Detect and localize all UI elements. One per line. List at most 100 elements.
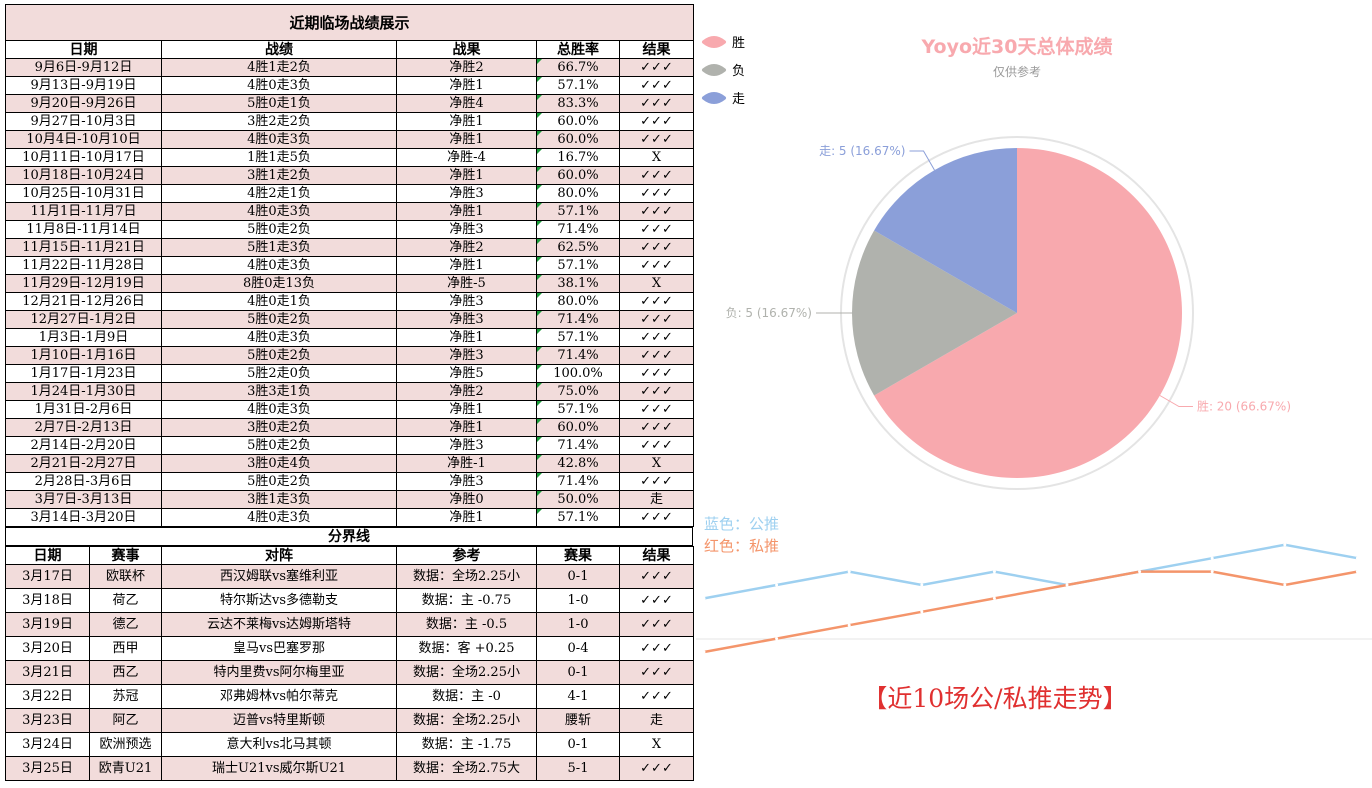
cell-result: ✓✓✓ xyxy=(619,400,694,419)
weekly-records-table: 近期临场战绩展示 日期 战绩 战果 总胜率 结果 9月6日-9月12日 4胜1走2… xyxy=(5,4,694,527)
cell-date: 11月8日-11月14日 xyxy=(5,220,162,239)
col-header-result: 结果 xyxy=(619,40,694,59)
legend-item-push[interactable]: 走 xyxy=(702,92,745,107)
cell-match: 瑞士U21vs威尔斯U21 xyxy=(161,756,397,781)
table-row: 3月18日 荷乙 特尔斯达vs多德勒支 数据：主 -0.75 1-0 ✓✓✓ xyxy=(5,588,694,613)
line-legend-public: 蓝色：公推 xyxy=(704,515,779,533)
table-row: 10月11日-10月17日 1胜1走5负 净胜-4 16.7% X xyxy=(5,148,694,167)
cell-score: 1-0 xyxy=(536,588,620,613)
cell-date: 3月21日 xyxy=(5,660,90,685)
cell-date: 1月24日-1月30日 xyxy=(5,382,162,401)
cell-net: 净胜1 xyxy=(396,400,537,419)
cell-date: 3月24日 xyxy=(5,732,90,757)
cell-net: 净胜4 xyxy=(396,94,537,113)
cell-result: ✓✓✓ xyxy=(619,436,694,455)
line-series-private xyxy=(703,570,1358,654)
line-point-private xyxy=(992,596,996,600)
cell-winrate: 71.4% xyxy=(536,310,620,329)
cell-result: ✓✓✓ xyxy=(619,382,694,401)
table-title-row: 近期临场战绩展示 xyxy=(5,4,694,41)
cell-result: ✓✓✓ xyxy=(619,112,694,131)
pie-label-win: 胜: 20 (66.67%) xyxy=(1197,399,1291,414)
cell-league: 西甲 xyxy=(89,636,162,661)
cell-league: 欧洲预选 xyxy=(89,732,162,757)
col-header-score: 赛果 xyxy=(536,546,620,565)
cell-match: 皇马vs巴塞罗那 xyxy=(161,636,397,661)
cell-winrate: 16.7% xyxy=(536,148,620,167)
cell-net: 净胜2 xyxy=(396,238,537,257)
cell-net: 净胜1 xyxy=(396,418,537,437)
cell-net: 净胜1 xyxy=(396,112,537,131)
cell-date: 3月22日 xyxy=(5,684,90,709)
cell-result: ✓✓✓ xyxy=(619,636,694,661)
pie-slice-win[interactable] xyxy=(874,148,1182,478)
legend-item-win[interactable]: 胜 xyxy=(702,36,745,51)
legend-item-lose[interactable]: 负 xyxy=(702,64,745,79)
table-row: 3月19日 德乙 云达不莱梅vs达姆斯塔特 数据：主 -0.5 1-0 ✓✓✓ xyxy=(5,612,694,637)
line-point-private xyxy=(1138,570,1142,574)
cell-result: ✓✓✓ xyxy=(619,684,694,709)
cell-net: 净胜1 xyxy=(396,202,537,221)
cell-record: 4胜0走1负 xyxy=(161,292,397,311)
line-point-public xyxy=(1283,543,1287,547)
table-row: 11月22日-11月28日 4胜0走3负 净胜1 57.1% ✓✓✓ xyxy=(5,256,694,275)
cell-winrate: 75.0% xyxy=(536,382,620,401)
cell-winrate: 38.1% xyxy=(536,274,620,293)
table-row: 9月6日-9月12日 4胜1走2负 净胜2 66.7% ✓✓✓ xyxy=(5,58,694,77)
table-row: 9月20日-9月26日 5胜0走1负 净胜4 83.3% ✓✓✓ xyxy=(5,94,694,113)
table-row: 3月20日 西甲 皇马vs巴塞罗那 数据：客 +0.25 0-4 ✓✓✓ xyxy=(5,636,694,661)
legend-swatch-win xyxy=(702,36,726,48)
cell-date: 10月25日-10月31日 xyxy=(5,184,162,203)
cell-net: 净胜-5 xyxy=(396,274,537,293)
cell-record: 4胜0走3负 xyxy=(161,202,397,221)
cell-record: 3胜3走1负 xyxy=(161,382,397,401)
line-point-private xyxy=(847,623,851,627)
picks-header-row: 日期 赛事 对阵 参考 赛果 结果 xyxy=(5,546,694,565)
pie-slices xyxy=(852,148,1182,478)
cell-date: 3月14日-3月20日 xyxy=(5,508,162,527)
cell-date: 3月7日-3月13日 xyxy=(5,490,162,509)
cell-result: ✓✓✓ xyxy=(619,76,694,95)
cell-date: 2月14日-2月20日 xyxy=(5,436,162,455)
cell-result: ✓✓✓ xyxy=(619,364,694,383)
cell-winrate: 60.0% xyxy=(536,166,620,185)
divider-label: 分界线 xyxy=(5,527,693,546)
pie-slice-push[interactable] xyxy=(874,148,1017,313)
cell-net: 净胜1 xyxy=(396,328,537,347)
cell-winrate: 71.4% xyxy=(536,436,620,455)
cell-record: 3胜2走2负 xyxy=(161,112,397,131)
cell-record: 5胜1走3负 xyxy=(161,238,397,257)
pie-title: Yoyo近30天总体成绩 xyxy=(921,35,1113,58)
table-row: 11月29日-12月19日 8胜0走13负 净胜-5 38.1% X xyxy=(5,274,694,293)
cell-reference: 数据：全场2.25小 xyxy=(396,564,537,589)
cell-score: 0-1 xyxy=(536,564,620,589)
table-row: 10月25日-10月31日 4胜2走1负 净胜3 80.0% ✓✓✓ xyxy=(5,184,694,203)
cell-net: 净胜3 xyxy=(396,472,537,491)
line-point-private xyxy=(1210,570,1214,574)
pie-label-push: 走: 5 (16.67%) xyxy=(819,144,905,158)
cell-record: 5胜0走1负 xyxy=(161,94,397,113)
cell-date: 11月15日-11月21日 xyxy=(5,238,162,257)
cell-winrate: 66.7% xyxy=(536,58,620,77)
cell-net: 净胜1 xyxy=(396,166,537,185)
table-row: 1月10日-1月16日 5胜0走2负 净胜3 71.4% ✓✓✓ xyxy=(5,346,694,365)
line-point-private xyxy=(702,650,706,654)
cell-winrate: 71.4% xyxy=(536,346,620,365)
cell-match: 邓弗姆林vs帕尔蒂克 xyxy=(161,684,397,709)
table-row: 1月17日-1月23日 5胜2走0负 净胜5 100.0% ✓✓✓ xyxy=(5,364,694,383)
table-row: 3月7日-3月13日 3胜1走3负 净胜0 50.0% 走 xyxy=(5,490,694,509)
cell-reference: 数据：全场2.25小 xyxy=(396,660,537,685)
cell-score: 4-1 xyxy=(536,684,620,709)
cell-league: 荷乙 xyxy=(89,588,162,613)
pie-slice-lose[interactable] xyxy=(852,230,1017,396)
cell-winrate: 60.0% xyxy=(536,418,620,437)
line-chart-title: 【近10场公/私推走势】 xyxy=(862,684,1127,713)
cell-record: 3胜0走4负 xyxy=(161,454,397,473)
cell-net: 净胜2 xyxy=(396,58,537,77)
cell-result: ✓✓✓ xyxy=(619,472,694,491)
cell-record: 4胜2走1负 xyxy=(161,184,397,203)
cell-match: 特尔斯达vs多德勒支 xyxy=(161,588,397,613)
cell-result: 走 xyxy=(619,708,694,733)
cell-winrate: 71.4% xyxy=(536,472,620,491)
cell-match: 西汉姆联vs塞维利亚 xyxy=(161,564,397,589)
